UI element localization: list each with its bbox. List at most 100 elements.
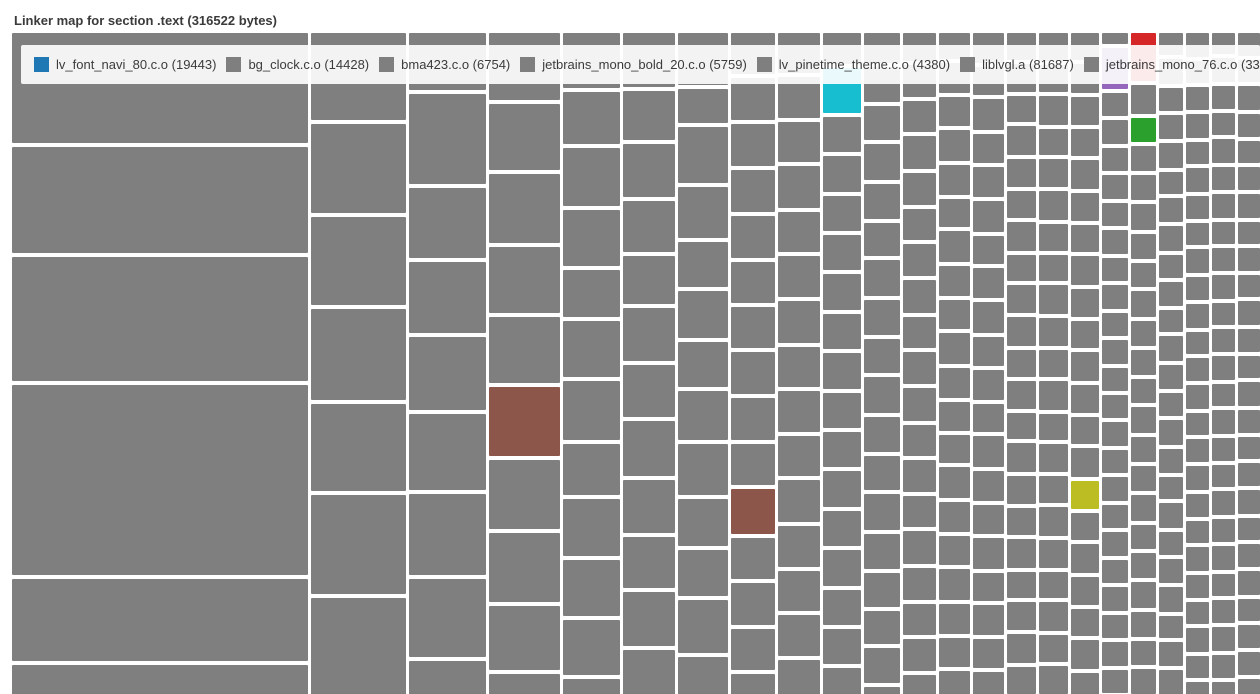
treemap-block[interactable] <box>409 579 486 657</box>
treemap-block[interactable] <box>311 404 406 491</box>
treemap-block[interactable] <box>939 368 970 398</box>
treemap-block[interactable] <box>311 495 406 594</box>
treemap-block[interactable] <box>1212 329 1235 352</box>
treemap-block[interactable] <box>1007 539 1036 568</box>
treemap-block[interactable] <box>1212 86 1235 109</box>
treemap-block[interactable] <box>903 173 936 205</box>
treemap-block[interactable] <box>1102 313 1128 336</box>
treemap-block[interactable] <box>12 579 308 661</box>
treemap-block[interactable] <box>864 494 900 530</box>
treemap-block[interactable] <box>1212 222 1235 244</box>
treemap-block[interactable] <box>973 404 1004 432</box>
treemap-block[interactable] <box>1071 609 1099 636</box>
treemap-block[interactable] <box>903 460 936 492</box>
treemap-block-olive[interactable] <box>1071 481 1099 509</box>
treemap-block[interactable] <box>1238 571 1260 595</box>
treemap-block[interactable] <box>409 494 486 575</box>
treemap-block[interactable] <box>1131 234 1156 259</box>
treemap-block[interactable] <box>1131 495 1156 521</box>
treemap-block[interactable] <box>778 660 820 694</box>
treemap-block[interactable] <box>1159 115 1183 139</box>
treemap-block[interactable] <box>1159 172 1183 194</box>
treemap-block[interactable] <box>1102 148 1128 171</box>
treemap-block[interactable] <box>1159 255 1183 278</box>
treemap-block[interactable] <box>864 184 900 219</box>
treemap-block[interactable] <box>1071 129 1099 156</box>
treemap-block[interactable] <box>1071 160 1099 189</box>
treemap-block[interactable] <box>1186 223 1209 245</box>
treemap-block[interactable] <box>1102 368 1128 391</box>
treemap-block[interactable] <box>864 144 900 180</box>
treemap-block[interactable] <box>1039 540 1068 568</box>
treemap-block[interactable] <box>939 231 970 262</box>
treemap-block[interactable] <box>864 573 900 607</box>
treemap-block[interactable] <box>489 247 560 313</box>
treemap-block[interactable] <box>1238 490 1260 514</box>
treemap-block[interactable] <box>1071 673 1099 694</box>
treemap-block[interactable] <box>939 671 970 694</box>
treemap-block[interactable] <box>1131 553 1156 578</box>
treemap-block[interactable] <box>1102 670 1128 693</box>
treemap-block[interactable] <box>1131 641 1156 665</box>
treemap-block[interactable] <box>731 538 775 579</box>
treemap-block[interactable] <box>1039 572 1068 598</box>
treemap-block[interactable] <box>1212 465 1235 487</box>
treemap-block[interactable] <box>1131 350 1156 375</box>
treemap-block[interactable] <box>678 342 728 387</box>
treemap-block[interactable] <box>903 209 936 240</box>
treemap-block[interactable] <box>1007 96 1036 122</box>
treemap-block[interactable] <box>563 92 620 144</box>
treemap-block[interactable] <box>1159 616 1183 638</box>
treemap-block[interactable] <box>864 300 900 335</box>
treemap-block[interactable] <box>903 496 936 527</box>
treemap-block[interactable] <box>731 262 775 303</box>
treemap-block[interactable] <box>409 661 486 694</box>
treemap-block[interactable] <box>489 104 560 170</box>
treemap-block[interactable] <box>973 268 1004 298</box>
treemap-block[interactable] <box>1186 249 1209 273</box>
treemap-block[interactable] <box>1186 332 1209 354</box>
treemap-block[interactable] <box>311 217 406 305</box>
treemap-block[interactable] <box>1007 476 1036 504</box>
treemap-block[interactable] <box>1186 439 1209 462</box>
treemap-block[interactable] <box>1238 167 1260 190</box>
treemap-block[interactable] <box>1131 582 1156 608</box>
treemap-block[interactable] <box>1007 508 1036 535</box>
treemap-block[interactable] <box>489 606 560 670</box>
treemap-block[interactable] <box>678 89 728 123</box>
treemap-block[interactable] <box>1007 572 1036 598</box>
treemap-block[interactable] <box>1071 577 1099 605</box>
treemap-block[interactable] <box>1159 393 1183 416</box>
treemap-block[interactable] <box>1039 191 1068 220</box>
treemap-block[interactable] <box>973 134 1004 163</box>
treemap-block[interactable] <box>939 536 970 565</box>
treemap-block[interactable] <box>12 147 308 253</box>
treemap-block[interactable] <box>623 144 675 197</box>
treemap-block[interactable] <box>1212 113 1235 135</box>
treemap-block[interactable] <box>1238 222 1260 244</box>
treemap-block[interactable] <box>731 78 775 120</box>
treemap-block[interactable] <box>973 236 1004 264</box>
treemap-block[interactable] <box>1159 143 1183 168</box>
treemap-block[interactable] <box>973 505 1004 534</box>
treemap-block[interactable] <box>1131 525 1156 549</box>
treemap-block[interactable] <box>623 91 675 140</box>
treemap-block[interactable] <box>1186 142 1209 164</box>
treemap-block[interactable] <box>678 391 728 440</box>
treemap-block[interactable] <box>311 124 406 213</box>
treemap-block[interactable] <box>778 301 820 343</box>
treemap-block[interactable] <box>939 266 970 296</box>
treemap-block[interactable] <box>731 398 775 440</box>
treemap-block[interactable] <box>1238 599 1260 621</box>
treemap-block[interactable] <box>1212 275 1235 299</box>
treemap-block[interactable] <box>623 480 675 533</box>
treemap-block[interactable] <box>1102 505 1128 528</box>
treemap-block[interactable] <box>1007 317 1036 346</box>
treemap-block[interactable] <box>731 307 775 348</box>
treemap-block-brown[interactable] <box>731 489 775 534</box>
treemap-block[interactable] <box>823 274 861 310</box>
treemap-block[interactable] <box>939 467 970 498</box>
treemap-block[interactable] <box>1186 413 1209 435</box>
treemap-block[interactable] <box>731 216 775 258</box>
treemap-block[interactable] <box>1039 129 1068 155</box>
